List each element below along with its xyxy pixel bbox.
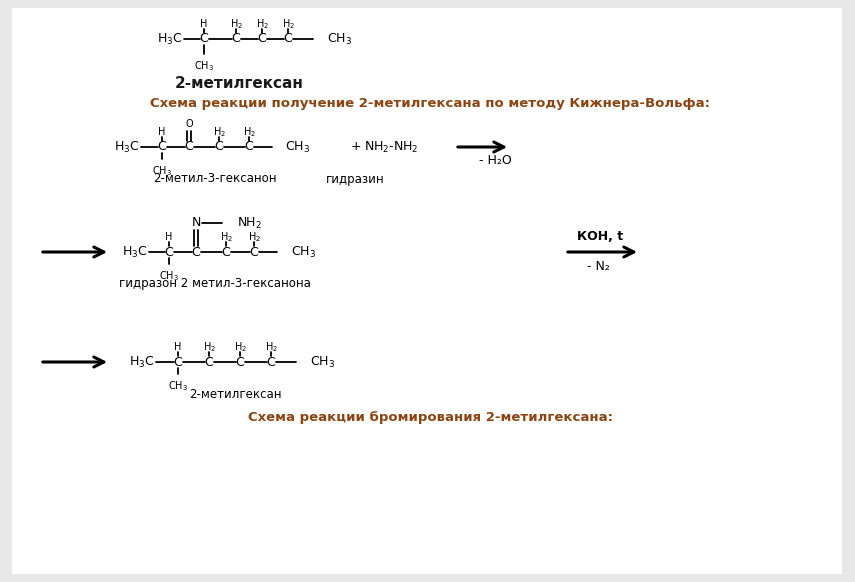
Text: 2-метилгексан: 2-метилгексан [189, 389, 281, 402]
Text: H: H [174, 342, 181, 352]
Text: 2-метилгексан: 2-метилгексан [175, 76, 304, 91]
Text: CH$_3$: CH$_3$ [285, 140, 310, 155]
Text: CH$_3$: CH$_3$ [152, 164, 172, 178]
Text: H$_2$: H$_2$ [247, 230, 261, 244]
Text: CH$_3$: CH$_3$ [291, 244, 316, 260]
Text: 2-метил-3-гексанон: 2-метил-3-гексанон [153, 172, 277, 186]
Text: C: C [215, 140, 223, 154]
Text: C: C [267, 356, 275, 368]
Text: C: C [284, 33, 292, 45]
Text: H: H [200, 19, 208, 29]
Text: CH$_3$: CH$_3$ [310, 354, 335, 370]
FancyBboxPatch shape [12, 8, 842, 574]
Text: гидразон 2 метил-3-гексанона: гидразон 2 метил-3-гексанона [119, 278, 311, 290]
Text: H$_2$: H$_2$ [229, 17, 243, 31]
Text: КОН, t: КОН, t [577, 229, 623, 243]
Text: C: C [221, 246, 230, 258]
Text: H$_2$: H$_2$ [256, 17, 268, 31]
Text: H$_2$: H$_2$ [233, 340, 246, 354]
Text: - N₂: - N₂ [587, 260, 610, 272]
Text: C: C [204, 356, 214, 368]
Text: H: H [165, 232, 173, 242]
Text: C: C [245, 140, 253, 154]
Text: Схема реакции получение 2-метилгексана по методу Кижнера-Вольфа:: Схема реакции получение 2-метилгексана п… [150, 97, 710, 109]
Text: C: C [192, 246, 200, 258]
Text: C: C [257, 33, 267, 45]
Text: H$_3$C: H$_3$C [157, 31, 183, 47]
Text: NH$_2$: NH$_2$ [237, 215, 262, 230]
Text: C: C [174, 356, 182, 368]
Text: CH$_3$: CH$_3$ [159, 269, 179, 283]
Text: CH$_3$: CH$_3$ [168, 379, 188, 393]
Text: H: H [158, 127, 166, 137]
Text: H$_3$C: H$_3$C [129, 354, 155, 370]
Text: H$_2$: H$_2$ [213, 125, 226, 139]
Text: H$_2$: H$_2$ [203, 340, 215, 354]
Text: C: C [185, 140, 193, 154]
Text: C: C [165, 246, 174, 258]
Text: + NH$_2$-NH$_2$: + NH$_2$-NH$_2$ [350, 140, 418, 155]
Text: CH$_3$: CH$_3$ [327, 31, 352, 47]
Text: CH$_3$: CH$_3$ [194, 59, 214, 73]
Text: H$_3$C: H$_3$C [115, 140, 140, 155]
Text: Схема реакции бромирования 2-метилгексана:: Схема реакции бромирования 2-метилгексан… [247, 410, 612, 424]
Text: C: C [232, 33, 240, 45]
Text: H$_2$: H$_2$ [264, 340, 278, 354]
Text: H$_2$: H$_2$ [220, 230, 233, 244]
Text: H$_2$: H$_2$ [281, 17, 294, 31]
Text: C: C [250, 246, 258, 258]
Text: H$_3$C: H$_3$C [122, 244, 148, 260]
Text: O: O [186, 119, 193, 129]
Text: - H₂O: - H₂O [479, 154, 511, 168]
Text: H$_2$: H$_2$ [243, 125, 256, 139]
Text: гидразин: гидразин [326, 172, 384, 186]
Text: N: N [192, 217, 201, 229]
Text: C: C [199, 33, 209, 45]
Text: C: C [157, 140, 167, 154]
Text: C: C [236, 356, 245, 368]
